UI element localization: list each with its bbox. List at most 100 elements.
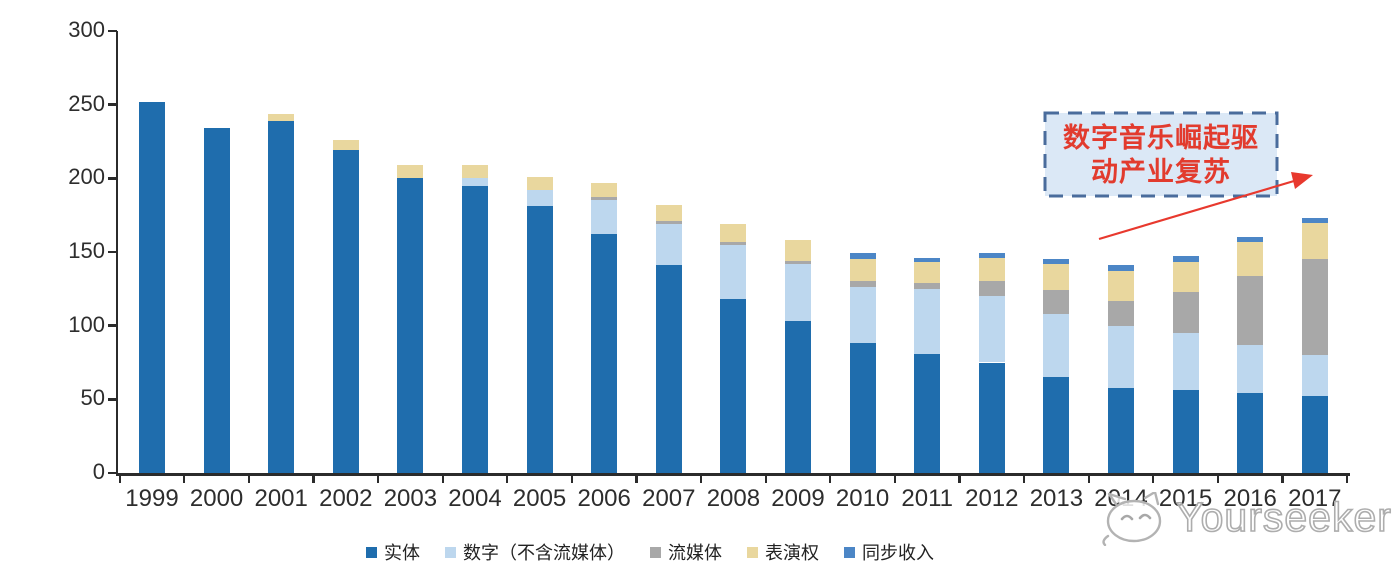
bar-segment-2010-streaming xyxy=(849,281,876,288)
annotation-text-line1: 数字音乐崛起驱 xyxy=(1063,122,1259,153)
bar-segment-2004-physical xyxy=(462,185,488,473)
bar-segment-2012-physical xyxy=(978,362,1005,473)
bar-segment-2015-streaming xyxy=(1172,291,1199,334)
bar-segment-2015-physical xyxy=(1172,390,1199,473)
bar-segment-2017-physical xyxy=(1301,396,1328,473)
x-axis-label: 2007 xyxy=(642,485,696,512)
bar-segment-2011-streaming xyxy=(914,282,941,289)
x-axis-label: 2004 xyxy=(448,485,502,512)
x-axis-tick xyxy=(958,473,961,483)
annotation-text: 数字音乐崛起驱 动产业复苏 xyxy=(1044,112,1278,197)
bar-segment-2008-performance_rights xyxy=(720,224,747,242)
x-axis-tick xyxy=(1345,473,1349,483)
bar-segment-2003-performance_rights xyxy=(397,165,424,179)
bar-segment-2005-physical xyxy=(526,206,553,473)
x-axis-tick xyxy=(764,473,767,483)
x-axis-label: 1999 xyxy=(125,485,179,512)
bar-segment-2010-digital_excl_streaming xyxy=(849,287,876,344)
y-axis-label: 300 xyxy=(68,17,105,42)
legend-swatch-physical xyxy=(366,546,377,558)
bar-segment-2010-physical xyxy=(849,343,876,473)
y-axis-tick xyxy=(108,29,117,33)
bar-segment-1999-physical xyxy=(139,101,165,473)
bar-segment-2001-physical xyxy=(268,120,295,473)
bar-segment-2014-sync_revenue xyxy=(1108,265,1134,272)
legend-item-sync_revenue: 同步收入 xyxy=(844,539,934,565)
bar-segment-2016-physical xyxy=(1237,393,1264,473)
x-axis-label: 2002 xyxy=(319,485,373,512)
annotation-text-line2: 动产业复苏 xyxy=(1091,156,1231,187)
y-axis-label: 100 xyxy=(68,311,105,337)
bar-segment-2016-performance_rights xyxy=(1237,241,1264,276)
x-axis-label: 2010 xyxy=(835,485,890,512)
bar-segment-2011-physical xyxy=(914,353,941,473)
yourseeker-cat-logo-icon xyxy=(1102,492,1162,546)
bar-segment-2005-digital_excl_streaming xyxy=(526,190,553,207)
bar-segment-2007-streaming xyxy=(655,221,682,224)
annotation-callout-box xyxy=(1043,111,1279,198)
bar-segment-2014-digital_excl_streaming xyxy=(1108,325,1134,388)
bar-segment-2010-performance_rights xyxy=(849,259,876,282)
y-axis-label: 200 xyxy=(68,164,105,190)
x-axis-label: 2013 xyxy=(1029,485,1084,512)
bar-segment-2008-digital_excl_streaming xyxy=(720,244,747,300)
bar-segment-2001-performance_rights xyxy=(268,113,295,121)
bar-segment-2017-digital_excl_streaming xyxy=(1301,355,1328,397)
annotation-arrowhead xyxy=(1291,172,1313,189)
legend-swatch-performance_rights xyxy=(747,546,758,558)
annotation-arrow-line xyxy=(1098,179,1295,241)
bar-segment-2013-digital_excl_streaming xyxy=(1043,313,1070,378)
bar-segment-2012-digital_excl_streaming xyxy=(978,296,1005,363)
legend-swatch-streaming xyxy=(650,546,661,558)
bar-segment-2013-sync_revenue xyxy=(1043,259,1070,264)
x-axis-label: 2011 xyxy=(901,485,953,512)
bar-segment-2017-streaming xyxy=(1301,259,1328,356)
bar-segment-2013-streaming xyxy=(1043,290,1070,314)
x-axis-tick xyxy=(183,473,186,483)
bar-segment-2004-performance_rights xyxy=(462,165,488,179)
x-axis-label: 2017 xyxy=(1288,485,1342,512)
legend-label-streaming: 流媒体 xyxy=(668,543,722,563)
bar-segment-2009-streaming xyxy=(785,260,811,264)
legend-item-streaming: 流媒体 xyxy=(650,539,722,565)
bar-segment-2003-physical xyxy=(397,178,424,473)
x-axis-label: 2016 xyxy=(1223,485,1277,512)
legend-label-sync_revenue: 同步收入 xyxy=(862,543,934,563)
x-axis-label: 2009 xyxy=(771,485,825,512)
bar-segment-2014-streaming xyxy=(1108,300,1134,326)
bar-segment-2015-performance_rights xyxy=(1172,262,1199,292)
bar-segment-2008-streaming xyxy=(720,241,747,245)
y-axis-tick xyxy=(108,398,117,401)
legend-item-physical: 实体 xyxy=(366,539,420,565)
bar-segment-2017-sync_revenue xyxy=(1301,218,1328,223)
y-axis-label: 0 xyxy=(92,459,105,484)
bar-segment-2002-performance_rights xyxy=(332,140,359,151)
bar-segment-2002-physical xyxy=(332,150,359,473)
bar-segment-2004-digital_excl_streaming xyxy=(462,178,488,186)
y-axis-tick xyxy=(108,103,117,106)
bar-segment-2005-performance_rights xyxy=(526,176,553,191)
bar-segment-2012-sync_revenue xyxy=(978,253,1005,258)
x-axis-label: 2005 xyxy=(512,485,567,512)
x-axis-tick xyxy=(1152,473,1155,483)
x-axis-tick xyxy=(376,473,380,483)
x-axis-tick xyxy=(699,473,703,483)
bar-segment-2010-sync_revenue xyxy=(849,253,876,260)
y-axis-tick xyxy=(108,250,117,254)
bar-segment-2006-streaming xyxy=(591,197,618,201)
bar-segment-2016-digital_excl_streaming xyxy=(1237,344,1264,394)
y-axis-tick xyxy=(108,324,117,327)
x-axis-tick xyxy=(1022,473,1026,483)
x-axis-label: 2012 xyxy=(965,485,1019,512)
y-axis-tick xyxy=(108,177,117,180)
bar-segment-2009-performance_rights xyxy=(785,240,811,261)
legend-item-performance_rights: 表演权 xyxy=(747,539,819,565)
watermark-text: Yourseeker xyxy=(1175,493,1392,541)
bar-segment-2012-streaming xyxy=(978,281,1005,297)
x-axis-tick xyxy=(635,473,638,483)
legend-swatch-digital_excl_streaming xyxy=(445,546,456,558)
x-axis-line xyxy=(115,473,1350,476)
bar-segment-2008-physical xyxy=(720,299,747,473)
